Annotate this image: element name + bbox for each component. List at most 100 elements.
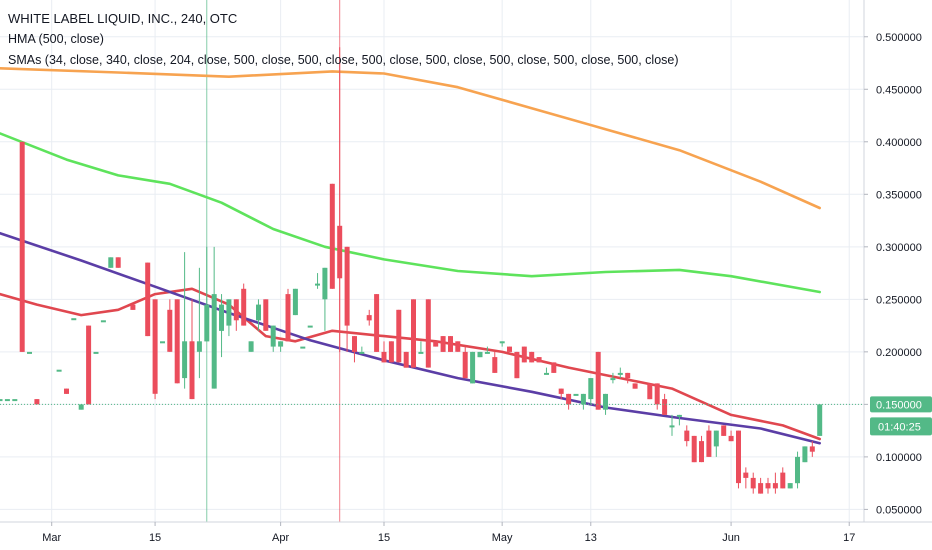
candle-body bbox=[307, 325, 313, 328]
candle-body bbox=[108, 257, 114, 268]
candle-body bbox=[337, 225, 343, 279]
candle-body bbox=[433, 341, 439, 347]
candle-body bbox=[780, 472, 786, 489]
candle-body bbox=[4, 399, 10, 402]
candle-body bbox=[484, 351, 490, 354]
candle-body bbox=[322, 267, 328, 300]
countdown-label: 01:40:25 bbox=[878, 421, 921, 433]
candle-body bbox=[802, 446, 808, 463]
symbol-title[interactable]: WHITE LABEL LIQUID, INC., 240, OTC bbox=[8, 11, 238, 26]
y-tick-label: 0.250000 bbox=[876, 294, 922, 306]
y-tick-label: 0.100000 bbox=[876, 452, 922, 464]
x-tick-label: Apr bbox=[272, 532, 289, 544]
candle-body bbox=[721, 425, 727, 436]
x-tick-label: Mar bbox=[42, 532, 61, 544]
candle-body bbox=[507, 346, 512, 352]
candle-body bbox=[676, 414, 682, 417]
candle-body bbox=[12, 399, 18, 402]
candle-body bbox=[182, 341, 188, 379]
candle-body bbox=[662, 399, 668, 415]
candle-body bbox=[359, 351, 365, 354]
candle-body bbox=[56, 369, 62, 372]
candle-body bbox=[603, 393, 608, 410]
x-tick-label: Jun bbox=[722, 532, 740, 544]
candle-body bbox=[315, 283, 320, 286]
candle-body bbox=[167, 309, 173, 352]
candle-body bbox=[736, 430, 741, 484]
candle-body bbox=[625, 372, 631, 379]
x-tick-label: 13 bbox=[585, 532, 597, 544]
candle-body bbox=[647, 383, 653, 400]
candle-body bbox=[477, 351, 483, 358]
candle-body bbox=[610, 378, 616, 381]
candle-body bbox=[573, 393, 579, 396]
candle-body bbox=[566, 393, 572, 405]
candle-body bbox=[809, 446, 815, 452]
candle-body bbox=[787, 483, 793, 489]
moving-average-lines bbox=[0, 67, 821, 445]
candle-body bbox=[329, 183, 335, 289]
series-line-sma_orange bbox=[0, 67, 821, 210]
candle-body bbox=[713, 430, 719, 447]
candle-body bbox=[462, 351, 468, 379]
candle-body bbox=[448, 336, 453, 352]
y-tick-label: 0.050000 bbox=[876, 504, 922, 516]
candle-body bbox=[152, 299, 158, 394]
candle-body bbox=[772, 483, 778, 489]
candle-body bbox=[817, 404, 823, 436]
candle-body bbox=[204, 304, 210, 342]
candle-body bbox=[285, 294, 291, 342]
candle-body bbox=[411, 299, 416, 368]
x-tick-label: 15 bbox=[378, 532, 390, 544]
x-tick-label: 15 bbox=[149, 532, 161, 544]
candle-body bbox=[455, 341, 461, 352]
smas-indicator-label[interactable]: SMAs (34, close, 340, close, 204, close,… bbox=[8, 53, 679, 67]
candle-body bbox=[743, 472, 749, 478]
candle-body bbox=[145, 262, 151, 337]
candle-body bbox=[492, 357, 498, 373]
candle-body bbox=[211, 294, 217, 389]
last-price-label: 0.150000 bbox=[876, 399, 922, 411]
candle-body bbox=[374, 294, 380, 352]
candle-body bbox=[219, 304, 224, 331]
candle-body bbox=[795, 456, 800, 484]
countdown-badge bbox=[870, 417, 932, 436]
candle-body bbox=[706, 430, 712, 457]
candle-body bbox=[403, 351, 409, 368]
y-tick-label: 0.200000 bbox=[876, 347, 922, 359]
candle-body bbox=[196, 341, 202, 352]
candle-body bbox=[544, 372, 549, 375]
candle-body bbox=[580, 393, 586, 405]
candle-body bbox=[595, 351, 601, 410]
candle-body bbox=[256, 304, 261, 321]
last-price-badge bbox=[870, 396, 932, 413]
candle-body bbox=[728, 435, 734, 442]
x-axis[interactable]: Mar 15 Apr 15 May 13 Jun 17 bbox=[42, 522, 855, 544]
y-tick-label: 0.450000 bbox=[876, 84, 922, 96]
candle-body bbox=[558, 388, 564, 394]
y-tick-label: 0.500000 bbox=[876, 32, 922, 44]
candle-body bbox=[470, 351, 476, 384]
candle-body bbox=[499, 341, 505, 344]
candle-body bbox=[536, 357, 542, 363]
candle-body bbox=[425, 299, 431, 368]
candle-body bbox=[654, 383, 660, 405]
candle-body bbox=[189, 341, 195, 400]
candle-body bbox=[366, 315, 372, 321]
candle-body bbox=[396, 309, 402, 363]
candle-body bbox=[684, 430, 690, 442]
candle-body bbox=[691, 435, 697, 463]
candle-body bbox=[418, 351, 424, 354]
candle-body bbox=[27, 351, 32, 354]
candle-body bbox=[300, 346, 306, 349]
x-tick-label: 17 bbox=[843, 532, 855, 544]
candle-body bbox=[78, 404, 84, 410]
candle-body bbox=[758, 483, 764, 494]
candle-body bbox=[699, 441, 704, 463]
candle-body bbox=[352, 336, 357, 352]
hma-indicator-label[interactable]: HMA (500, close) bbox=[8, 32, 104, 46]
candle-body bbox=[388, 341, 394, 363]
candle-body bbox=[241, 288, 247, 326]
